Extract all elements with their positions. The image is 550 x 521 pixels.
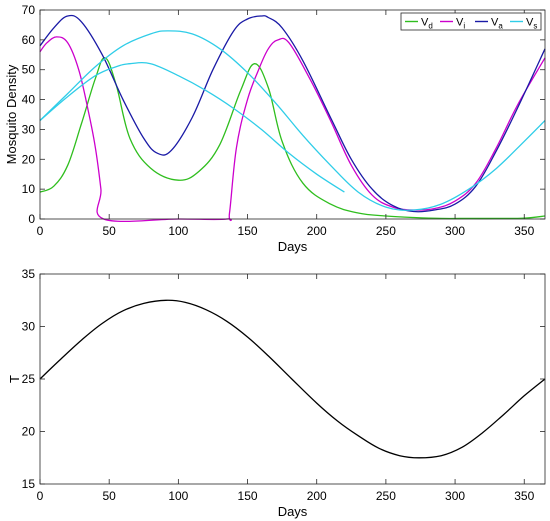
top-x-tick-label: 250 <box>376 224 396 238</box>
top-y-tick-label: 40 <box>22 93 36 107</box>
top-y-tick-label: 0 <box>28 212 35 226</box>
top-y-tick-label: 10 <box>22 182 36 196</box>
top-x-tick-label: 150 <box>238 224 258 238</box>
bottom-y-tick-label: 25 <box>22 372 36 386</box>
top-y-tick-label: 70 <box>22 3 36 17</box>
top-y-tick-label: 60 <box>22 33 36 47</box>
bottom-y-tick-label: 15 <box>22 477 36 491</box>
series-vi-line <box>39 36 546 223</box>
top-y-tick-label: 50 <box>22 63 36 77</box>
mosquito-density-plot: 0 50 100 150 200 250 300 350 0 10 20 30 40 50 60 70 Days… <box>4 3 546 254</box>
bottom-y-axis-label: T <box>7 375 22 383</box>
top-y-tick-label: 30 <box>22 122 36 136</box>
top-x-tick-label: 50 <box>102 224 116 238</box>
top-x-axis-label: Days <box>278 239 308 254</box>
top-series-4-line <box>39 61 345 193</box>
bottom-y-tick-label: 35 <box>22 267 36 281</box>
legend: Vd Vi Va Vs <box>400 12 542 31</box>
top-plot-area <box>40 10 545 219</box>
top-x-tick-label: 300 <box>445 224 465 238</box>
top-x-tick-label: 0 <box>37 224 44 238</box>
bottom-y-tick-label: 30 <box>22 320 36 334</box>
legend-box <box>400 12 542 31</box>
legend-entry-vs-label: Vs <box>526 17 537 31</box>
bottom-x-axis-label: Days <box>278 504 308 519</box>
top-x-tick-label: 100 <box>168 224 188 238</box>
bottom-x-tick-label: 0 <box>37 489 44 503</box>
bottom-x-tick-label: 100 <box>168 489 188 503</box>
legend-entry-vi-label: Vi <box>456 17 465 31</box>
top-y-axis-label: Mosquito Density <box>4 64 19 164</box>
top-x-tick-label: 200 <box>307 224 327 238</box>
temperature-plot: 0 50 100 150 200 250 300 350 15 20 25 30 35 Days T <box>7 267 546 519</box>
series-va-line <box>39 14 546 213</box>
top-x-tick-label: 350 <box>514 224 534 238</box>
bottom-x-tick-label: 300 <box>445 489 465 503</box>
top-y-tick-label: 20 <box>22 152 36 166</box>
bottom-y-tick-label: 20 <box>22 425 36 439</box>
bottom-series-0-line <box>39 299 546 459</box>
bottom-x-tick-label: 150 <box>238 489 258 503</box>
series-vs-line <box>39 30 546 211</box>
top-axes-box <box>39 9 546 220</box>
legend-entry-vd-label: Vd <box>421 17 433 31</box>
bottom-x-tick-label: 250 <box>376 489 396 503</box>
bottom-x-tick-label: 350 <box>514 489 534 503</box>
bottom-x-tick-label: 200 <box>307 489 327 503</box>
bottom-x-tick-label: 50 <box>102 489 116 503</box>
